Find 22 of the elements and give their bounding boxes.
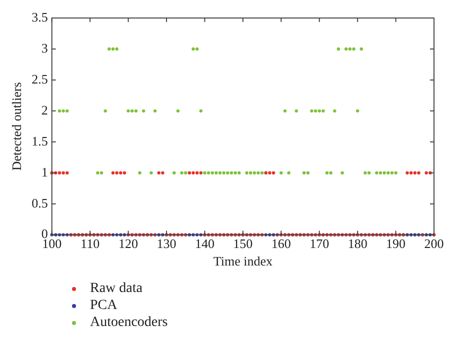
x-tick-label: 140	[194, 236, 214, 252]
x-tick-label: 110	[80, 236, 100, 252]
y-tick-label: 3	[41, 40, 48, 56]
x-tick-label: 180	[348, 236, 368, 252]
y-tick-label: 0.5	[32, 195, 48, 210]
y-tick-label: 2	[41, 102, 48, 118]
x-tick-label: 160	[271, 236, 291, 252]
y-tick-label: 2.5	[32, 71, 48, 86]
x-tick-label: 200	[424, 236, 444, 252]
y-tick-label: 3.5	[32, 9, 48, 24]
x-axis-title: Time index	[213, 254, 273, 269]
y-tick-label: 1	[41, 164, 48, 180]
legend-label: Raw data	[90, 280, 142, 296]
x-tick-label: 150	[233, 236, 253, 252]
legend-label: PCA	[90, 298, 118, 314]
x-tick-label: 130	[156, 236, 176, 252]
x-tick-label: 190	[386, 236, 406, 252]
y-tick-label: 1.5	[32, 133, 48, 148]
x-tick-label: 170	[310, 236, 330, 252]
legend-label: Autoencoders	[90, 314, 168, 330]
y-axis-title: Detected outliers	[9, 82, 24, 171]
x-tick-label: 120	[118, 236, 138, 252]
